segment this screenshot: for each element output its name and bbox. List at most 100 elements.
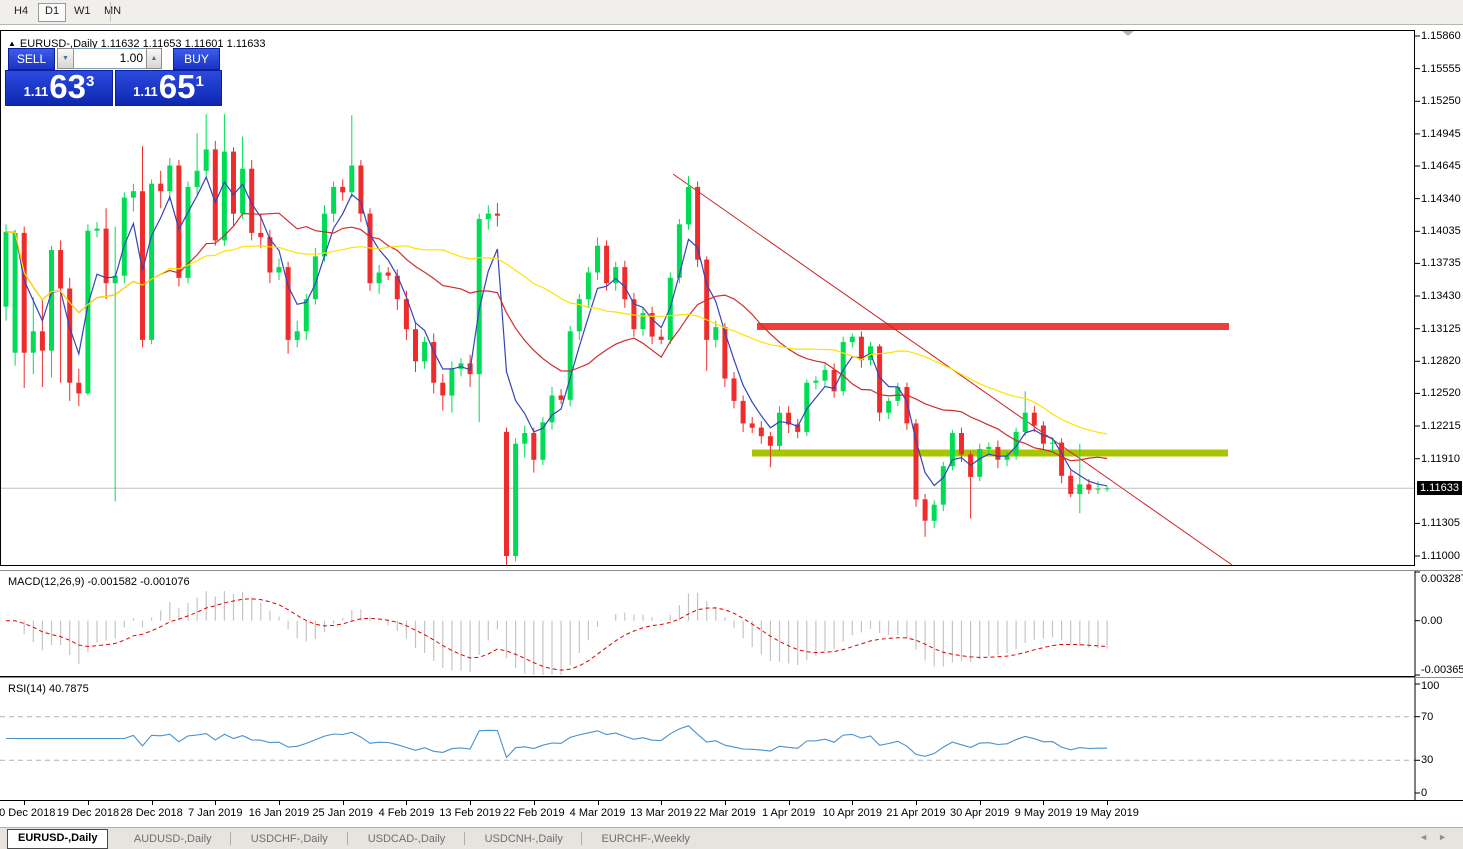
- tab-separator: [346, 832, 348, 845]
- time-axis-label: 10 Apr 2019: [822, 807, 882, 819]
- price-axis-label: 1.11910: [1421, 452, 1460, 465]
- tab-separator: [229, 832, 231, 845]
- macd-label: MACD(12,26,9) -0.001582 -0.001076: [8, 576, 190, 588]
- chart-tab-audusd[interactable]: AUDUSD-,Daily: [133, 833, 212, 845]
- tab-scroll-right-icon[interactable]: ►: [1438, 832, 1457, 842]
- ask-prefix: 1.11: [133, 84, 158, 99]
- time-axis-label: 4 Feb 2019: [378, 807, 435, 819]
- price-chart-panel[interactable]: ▲ EURUSD-,Daily 1.11632 1.11653 1.11601 1…: [0, 30, 1463, 566]
- price-axis-label: 1.11305: [1421, 517, 1460, 530]
- time-axis-tick: [470, 801, 472, 805]
- chart-tab-eurusd[interactable]: EURUSD-,Daily: [7, 829, 109, 849]
- macd-signal-line: [5, 598, 1108, 671]
- support-line[interactable]: [752, 449, 1228, 457]
- price-axis-label: 1.13125: [1421, 322, 1461, 335]
- time-axis-label: 22 Feb 2019: [502, 807, 565, 819]
- candlestick-chart[interactable]: [0, 30, 1463, 566]
- chart-shift-marker-icon[interactable]: [1121, 30, 1135, 36]
- bid-pipette: 3: [85, 73, 95, 90]
- time-axis-tick: [406, 801, 408, 805]
- rsi-panel[interactable]: RSI(14) 40.7875 100 70 30 0: [0, 677, 1463, 801]
- ask-pipette: 1: [195, 73, 204, 90]
- rsi-axis-label: 70: [1421, 710, 1434, 723]
- macd-axis-label: 0.003287: [1421, 573, 1463, 585]
- time-axis-tick: [151, 801, 153, 805]
- macd-chart[interactable]: [0, 571, 1463, 677]
- volume-decrease-button[interactable]: ▼: [57, 48, 74, 69]
- price-axis-label: 1.12520: [1421, 387, 1461, 400]
- price-axis-label: 1.15555: [1421, 62, 1461, 75]
- price-axis-ticks: [1415, 35, 1420, 557]
- time-axis-tick: [533, 801, 535, 805]
- time-axis-tick: [661, 801, 663, 805]
- tab-separator: [463, 832, 465, 845]
- price-axis-label: 1.15860: [1421, 30, 1461, 42]
- time-axis-label: 9 May 2019: [1014, 807, 1073, 819]
- time-axis-tick: [788, 801, 790, 805]
- bid-price-box[interactable]: 1.11 63 3: [5, 70, 113, 106]
- timeframe-tab-w1[interactable]: W1: [74, 5, 91, 17]
- chart-tab-eurchf[interactable]: EURCHF-,Weekly: [601, 833, 690, 845]
- timeframe-tab-d1[interactable]: D1: [38, 3, 67, 22]
- volume-field[interactable]: 1.00: [73, 48, 148, 69]
- time-axis-label: 13 Mar 2019: [630, 807, 693, 819]
- timeframe-tab-mn[interactable]: MN: [104, 5, 122, 17]
- time-axis-label: 25 Jan 2019: [312, 807, 373, 819]
- rsi-label: RSI(14) 40.7875: [8, 683, 89, 695]
- time-axis-label: 10 Dec 2018: [0, 807, 56, 819]
- chart-tab-usdchf[interactable]: USDCHF-,Daily: [250, 833, 328, 845]
- macd-axis-label: -0.003659: [1421, 664, 1463, 676]
- time-axis-tick: [342, 801, 344, 805]
- price-axis-label: 1.12820: [1421, 355, 1461, 368]
- time-axis-label: 13 Feb 2019: [439, 807, 501, 819]
- price-axis-label: 1.14945: [1421, 127, 1461, 140]
- rsi-chart[interactable]: [0, 678, 1463, 801]
- time-axis-tick: [1043, 801, 1045, 805]
- ma-mid-line: [5, 212, 1108, 462]
- ask-price-box[interactable]: 1.11 65 1: [115, 70, 222, 106]
- chart-tab-usdcnh[interactable]: USDCNH-,Daily: [484, 833, 563, 845]
- current-price-badge: 1.11633: [1417, 481, 1462, 496]
- rsi-axis-label: 30: [1421, 754, 1434, 767]
- chart-title: ▲ EURUSD-,Daily 1.11632 1.11653 1.11601 1…: [8, 38, 266, 50]
- resistance-line[interactable]: [757, 323, 1229, 330]
- ask-big-digits: 65: [158, 68, 196, 105]
- timeframe-tab-h4[interactable]: H4: [14, 5, 29, 17]
- tab-scroll-left-icon[interactable]: ◄: [1419, 832, 1439, 842]
- one-click-trading-panel: SELL ▼ 1.00 ▲ BUY 1.11 63 3 1.11 65 1: [5, 47, 222, 134]
- price-axis-label: 1.11000: [1421, 550, 1460, 563]
- ma-slow-line: [5, 231, 1108, 435]
- time-axis-label: 19 May 2019: [1075, 807, 1139, 819]
- price-axis-label: 1.13430: [1421, 290, 1461, 303]
- macd-panel[interactable]: MACD(12,26,9) -0.001582 -0.001076 0.0032…: [0, 570, 1463, 677]
- bid-prefix: 1.11: [23, 84, 49, 99]
- time-axis-label: 22 Mar 2019: [694, 807, 756, 819]
- time-axis-tick: [852, 801, 854, 805]
- time-axis-label: 21 Apr 2019: [886, 807, 946, 819]
- time-axis-label: 16 Jan 2019: [248, 807, 310, 819]
- time-axis-tick: [215, 801, 217, 805]
- time-axis-label: 4 Mar 2019: [569, 807, 626, 819]
- macd-histogram: [14, 591, 1108, 675]
- chart-tab-usdcad[interactable]: USDCAD-,Daily: [367, 833, 446, 845]
- tab-scroll-arrows[interactable]: ◄►: [1419, 832, 1457, 842]
- candles: [3, 114, 1110, 566]
- time-axis-label: 30 Apr 2019: [950, 807, 1010, 819]
- volume-increase-button[interactable]: ▲: [146, 48, 162, 69]
- time-axis-tick: [1107, 801, 1109, 805]
- ma-fast-line: [5, 175, 1108, 487]
- price-axis-label: 1.12215: [1421, 420, 1461, 433]
- chevron-down-icon: ▼: [62, 55, 69, 62]
- time-axis-label: 1 Apr 2019: [761, 807, 816, 819]
- chart-tab-bar: EURUSD-,Daily AUDUSD-,Daily USDCHF-,Daily U…: [0, 827, 1463, 849]
- toolbar-separator: [110, 2, 111, 22]
- time-axis-tick: [597, 801, 599, 805]
- bid-big-digits: 63: [49, 68, 86, 105]
- sell-button[interactable]: SELL: [8, 48, 55, 70]
- tab-separator: [580, 832, 582, 845]
- buy-button[interactable]: BUY: [173, 48, 220, 70]
- symbol-marker-icon: ▲: [8, 39, 16, 48]
- rsi-axis-label: 100: [1421, 680, 1440, 692]
